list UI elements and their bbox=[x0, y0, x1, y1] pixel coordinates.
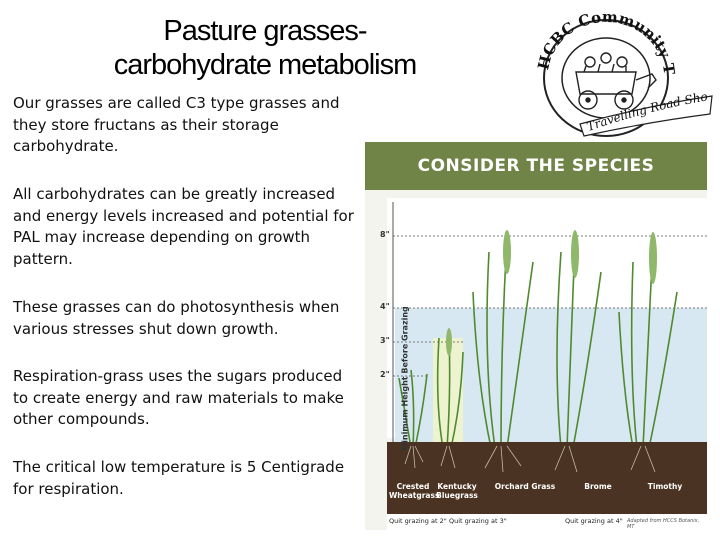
species-timothy: Timothy bbox=[647, 482, 683, 491]
tick-2-inch: 2" bbox=[380, 370, 390, 379]
quit-grazing-2-inch: Quit grazing at 2" bbox=[389, 517, 447, 525]
species-orchard-grass: Orchard Grass bbox=[494, 482, 556, 491]
species-figure: CONSIDER THE SPECIES bbox=[365, 142, 707, 530]
species-brome: Brome bbox=[584, 482, 612, 491]
quit-grazing-3-inch: Quit grazing at 3" bbox=[449, 517, 507, 525]
figure-banner: CONSIDER THE SPECIES bbox=[365, 142, 707, 190]
community-talks-logo: HCBC Community Talks Travelling Road Sho… bbox=[528, 14, 713, 137]
quit-grazing-4-inch: Quit grazing at 4" bbox=[565, 517, 623, 525]
soil-band bbox=[387, 442, 707, 514]
species-crested-wheatgrass: Crested Wheatgrass bbox=[389, 482, 440, 500]
title-line-1: Pasture grasses- bbox=[163, 15, 367, 47]
seed-heads bbox=[446, 230, 657, 356]
quit-grazing-band bbox=[387, 514, 707, 530]
species-kentucky-bluegrass: Kentucky Bluegrass bbox=[436, 482, 478, 500]
title-line-2: carbohydrate metabolism bbox=[113, 49, 418, 81]
grass-tufts bbox=[398, 237, 678, 449]
wagon-drawing-icon bbox=[575, 52, 657, 110]
grass-illustration bbox=[387, 198, 707, 514]
paragraph-critical-temperature: The critical low temperature is 5 Centig… bbox=[13, 458, 345, 498]
tick-3-inch: 3" bbox=[380, 336, 390, 345]
root-system bbox=[404, 445, 656, 473]
figure-credit: Adapted from HCCS Botanix, MT bbox=[627, 518, 700, 530]
paragraph-carbohydrates: All carbohydrates can be greatly increas… bbox=[13, 185, 354, 268]
slide-title: Pasture grasses- carbohydrate metabolism bbox=[80, 14, 450, 82]
tick-8-inch: 8" bbox=[380, 230, 390, 239]
paragraph-photosynthesis: These grasses can do photosynthesis when… bbox=[13, 298, 340, 338]
paragraph-c3-grasses: Our grasses are called C3 type grasses a… bbox=[13, 94, 340, 155]
paragraph-respiration: Respiration-grass uses the sugars produc… bbox=[13, 367, 344, 428]
tick-4-inch: 4" bbox=[380, 302, 390, 311]
y-axis-label: Minimum Height Before Grazing bbox=[400, 306, 410, 451]
